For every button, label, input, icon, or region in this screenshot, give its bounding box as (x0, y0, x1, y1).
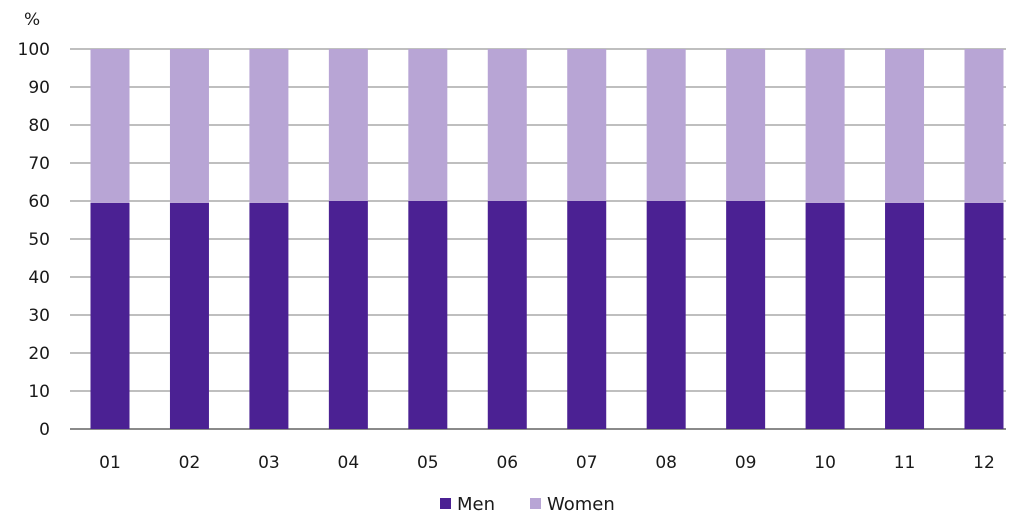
x-tick-label: 10 (814, 453, 836, 473)
y-tick-label: 70 (28, 154, 50, 174)
x-tick-label: 07 (576, 453, 598, 473)
x-tick-label: 06 (496, 453, 518, 473)
bar-women-09 (726, 49, 766, 201)
x-tick-label: 04 (338, 453, 360, 473)
bar-men-01 (90, 202, 130, 429)
x-tick-label: 08 (655, 453, 677, 473)
y-tick-label: 30 (28, 306, 50, 326)
x-tick-label: 09 (735, 453, 757, 473)
bar-men-12 (964, 202, 1004, 429)
bar-women-04 (328, 49, 368, 201)
bar-women-12 (964, 49, 1004, 203)
y-tick-label: 50 (28, 230, 50, 250)
bar-men-08 (646, 201, 686, 429)
legend: Men Women (440, 494, 615, 515)
legend-swatch-men (440, 498, 451, 509)
legend-label-men: Men (457, 494, 495, 513)
bar-men-04 (328, 201, 368, 429)
bar-men-06 (487, 201, 527, 429)
x-tick-label: 05 (417, 453, 439, 473)
bar-women-01 (90, 49, 130, 203)
bar-women-11 (885, 49, 925, 203)
gridlines (70, 48, 1006, 430)
bar-men-11 (885, 202, 925, 429)
x-tick-label: 12 (973, 453, 995, 473)
bar-men-03 (249, 202, 289, 429)
bar-men-02 (169, 202, 209, 429)
x-tick-label: 11 (894, 453, 916, 473)
y-tick-label: 100 (18, 40, 50, 60)
bar-men-09 (726, 201, 766, 429)
y-tick-label: 10 (28, 382, 50, 402)
y-tick-label: 90 (28, 78, 50, 98)
y-tick-label: 20 (28, 344, 50, 364)
x-tick-label: 03 (258, 453, 280, 473)
x-tick-label: 01 (99, 453, 121, 473)
y-tick-label: 60 (28, 192, 50, 212)
bar-women-07 (567, 49, 607, 201)
bar-men-07 (567, 201, 607, 429)
y-tick-label: 40 (28, 268, 50, 288)
y-tick-label: 0 (39, 420, 50, 440)
y-tick-label: 80 (28, 116, 50, 136)
legend-label-women: Women (547, 494, 615, 513)
bars (90, 49, 1004, 429)
y-axis-ticks: 0 10 20 30 40 50 60 70 80 90 100 (18, 40, 50, 440)
bar-men-05 (408, 201, 448, 429)
bar-women-03 (249, 49, 289, 203)
y-axis-unit-label: % (24, 10, 40, 30)
x-tick-label: 02 (179, 453, 201, 473)
bar-women-02 (169, 49, 209, 203)
bar-women-10 (805, 49, 845, 203)
bar-women-05 (408, 49, 448, 201)
bar-men-10 (805, 202, 845, 429)
bar-women-08 (646, 49, 686, 201)
legend-swatch-women (530, 498, 541, 509)
bar-women-06 (487, 49, 527, 201)
x-axis-ticks: 01 02 03 04 05 06 07 08 09 10 11 12 (99, 453, 995, 473)
